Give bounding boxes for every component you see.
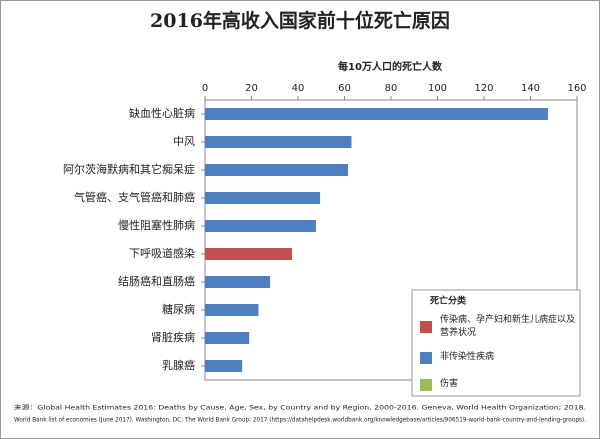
legend-label: 非传染性疾病 — [440, 352, 495, 362]
x-tick-label: 0 — [202, 83, 208, 94]
x-tick-label: 160 — [567, 83, 586, 94]
bar — [205, 108, 548, 120]
legend-label-box: 传染病、孕产妇和新生儿病症以及营养状况 — [440, 315, 576, 338]
y-tick-label: 结肠癌和直肠癌 — [118, 274, 195, 288]
y-tick-label: 中风 — [173, 135, 195, 148]
legend-swatch — [420, 379, 432, 391]
x-tick-label: 80 — [385, 83, 398, 94]
source-note: 来源：Global Health Estimates 2016: Deaths … — [14, 404, 586, 412]
legend-label: 伤害 — [440, 379, 459, 389]
y-tick-label: 气管癌、支气管癌和肺癌 — [74, 190, 195, 204]
bar — [205, 220, 316, 232]
chart-title: 2016年高收入国家前十位死亡原因 — [150, 9, 450, 32]
bar — [205, 332, 250, 344]
axis-title: 每10万人口的死亡人数 — [338, 60, 443, 73]
bar — [205, 248, 292, 260]
legend-swatch — [420, 352, 432, 364]
x-tick-label: 20 — [245, 83, 258, 94]
bar — [205, 360, 243, 372]
legend-box — [411, 289, 581, 397]
legend-title: 死亡分类 — [429, 295, 467, 307]
bar — [205, 136, 352, 148]
x-tick-label: 100 — [428, 83, 447, 94]
x-tick-label: 140 — [521, 83, 540, 94]
y-tick-label: 乳腺癌 — [162, 358, 195, 372]
y-tick-label: 慢性阻塞性肺病 — [118, 218, 195, 232]
bar — [205, 304, 259, 316]
y-tick-label: 糖尿病 — [162, 302, 195, 316]
x-tick-label: 60 — [338, 83, 351, 94]
legend-label-box: 伤害 — [440, 379, 459, 389]
legend-label: 传染病、孕产妇和新生儿病症以及营养状况 — [440, 315, 576, 338]
legend-label-box: 非传染性疾病 — [440, 352, 495, 362]
bar — [205, 164, 348, 176]
y-tick-label: 下呼吸道感染 — [129, 246, 195, 260]
source-note: World Bank list of economies (June 2017)… — [14, 417, 586, 424]
x-tick-label: 40 — [292, 83, 305, 94]
x-tick-label: 120 — [474, 83, 493, 94]
bar — [205, 192, 321, 204]
y-tick-label: 肾脏疾病 — [151, 330, 195, 344]
y-tick-label: 阿尔茨海默病和其它痴呆症 — [63, 162, 195, 176]
y-tick-label: 缺血性心脏病 — [129, 106, 195, 120]
legend-swatch — [420, 321, 432, 333]
bar — [205, 276, 271, 288]
